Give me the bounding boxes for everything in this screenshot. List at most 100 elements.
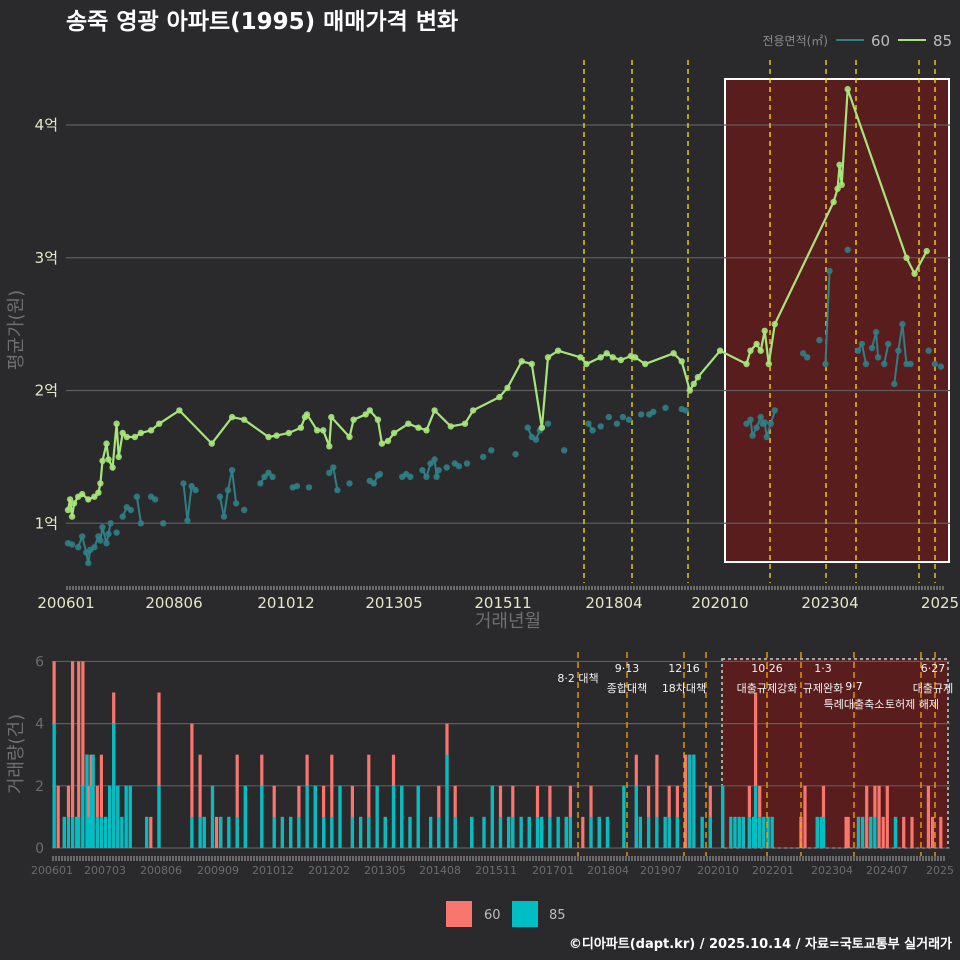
bar-60	[902, 816, 906, 848]
bar-60	[81, 661, 85, 848]
series-85-point	[518, 358, 525, 365]
bar-85	[815, 816, 819, 848]
series-60-point	[192, 486, 199, 494]
bar-60	[56, 785, 60, 848]
series-85-point	[583, 360, 590, 368]
bar-60	[926, 785, 930, 848]
bar-60	[844, 816, 848, 848]
series-60-segment	[182, 483, 189, 521]
series-85-point	[747, 347, 754, 354]
legend-label-85: 85	[933, 32, 952, 50]
series-60-point	[79, 533, 86, 540]
bottom-x-tick-201408: 201408	[419, 864, 461, 877]
series-60-point	[423, 473, 430, 480]
series-85-point	[241, 416, 248, 423]
series-60-point	[269, 473, 276, 480]
series-85-point	[64, 506, 72, 514]
series-60-point	[804, 354, 811, 361]
bar-85	[556, 816, 560, 848]
series-60-point	[872, 328, 880, 336]
series-60-point	[854, 347, 862, 354]
series-60-point	[763, 433, 770, 441]
series-60-point	[305, 484, 313, 491]
series-60-point	[662, 404, 669, 411]
bottom-legend-label-60: 60	[484, 908, 501, 923]
series-85-point	[631, 354, 639, 361]
series-60-segment	[231, 470, 238, 504]
bar-85	[128, 785, 132, 848]
bar-85	[305, 785, 309, 848]
series-85-point	[838, 181, 845, 188]
bar-85	[873, 816, 877, 848]
bar-85	[511, 816, 515, 848]
bar-85	[819, 816, 823, 848]
bottom-y-tick-2: 2	[35, 779, 44, 795]
bar-60	[198, 754, 202, 848]
series-60-point	[767, 420, 774, 427]
series-60-segment	[332, 467, 339, 491]
series-85-point	[131, 433, 139, 441]
bar-60	[939, 816, 943, 848]
series-60-point	[228, 467, 236, 474]
top-x-tick-200806: 200806	[145, 594, 202, 612]
bottom-y-tick-labels: 0 2 4 6	[35, 654, 44, 857]
series-85-point	[597, 354, 604, 361]
series-60-point	[216, 493, 224, 500]
policy-desc-label: 18차대책	[662, 682, 706, 695]
bar-85	[116, 785, 120, 848]
bar-60	[655, 754, 659, 848]
bar-60	[803, 785, 807, 848]
series-60-point	[184, 517, 191, 524]
bar-85	[535, 816, 540, 848]
series-85-point	[119, 429, 126, 437]
series-60-point	[435, 467, 442, 474]
series-60-point	[265, 469, 272, 476]
bottom-x-tick-201305: 201305	[364, 864, 406, 877]
top-x-tick-201305: 201305	[365, 594, 422, 612]
series-60-point	[605, 413, 612, 421]
bar-85	[754, 785, 758, 848]
series-60-point	[589, 427, 596, 434]
series-85-point	[923, 247, 930, 255]
top-x-axis-title: 거래년월	[475, 611, 541, 632]
bottom-x-tick-201511: 201511	[475, 864, 517, 877]
series-85-point	[469, 407, 477, 414]
series-60-point	[293, 482, 301, 490]
bar-60	[930, 816, 935, 848]
bar-85	[667, 816, 671, 848]
top-y-axis-title: 평균가(원)	[6, 290, 27, 370]
series-85-point	[504, 384, 511, 392]
bar-85	[95, 816, 99, 848]
top-legend: 전용면적(㎡) 60 85	[762, 32, 952, 50]
series-60-point	[376, 470, 384, 478]
bar-85	[210, 785, 215, 848]
bottom-x-tick-201012: 201012	[252, 864, 294, 877]
bottom-x-tick-labels: 200601 200703 200806 200909 201012 201202 2013…	[31, 864, 954, 877]
series-60-point	[512, 451, 519, 458]
bar-85	[289, 816, 293, 848]
bar-85	[202, 816, 206, 848]
series-60-point	[757, 413, 764, 421]
legend-label-60: 60	[871, 32, 890, 50]
series-60-segment	[186, 485, 193, 521]
series-85-point	[771, 320, 778, 328]
policy-date-label: 12·16	[668, 662, 700, 675]
series-85-point	[313, 427, 321, 434]
bottom-legend-key-60	[446, 901, 472, 927]
series-60-point	[105, 530, 112, 538]
series-60-point	[862, 360, 870, 368]
series-85-point	[115, 453, 122, 461]
top-x-tick-202304: 202304	[801, 594, 858, 612]
series-60-point	[613, 420, 621, 427]
series-60-point	[743, 420, 750, 427]
bar-85	[688, 754, 692, 848]
bar-85	[77, 816, 81, 848]
policy-date-label: 1·3	[814, 662, 832, 675]
series-60-segment	[897, 323, 904, 351]
top-x-tick-201511: 201511	[474, 594, 531, 612]
bar-85	[482, 816, 486, 848]
bar-85	[741, 816, 745, 848]
policy-desc-label: 대출규제강화	[737, 682, 798, 695]
bar-85	[87, 816, 91, 848]
series-85-point	[156, 420, 163, 427]
